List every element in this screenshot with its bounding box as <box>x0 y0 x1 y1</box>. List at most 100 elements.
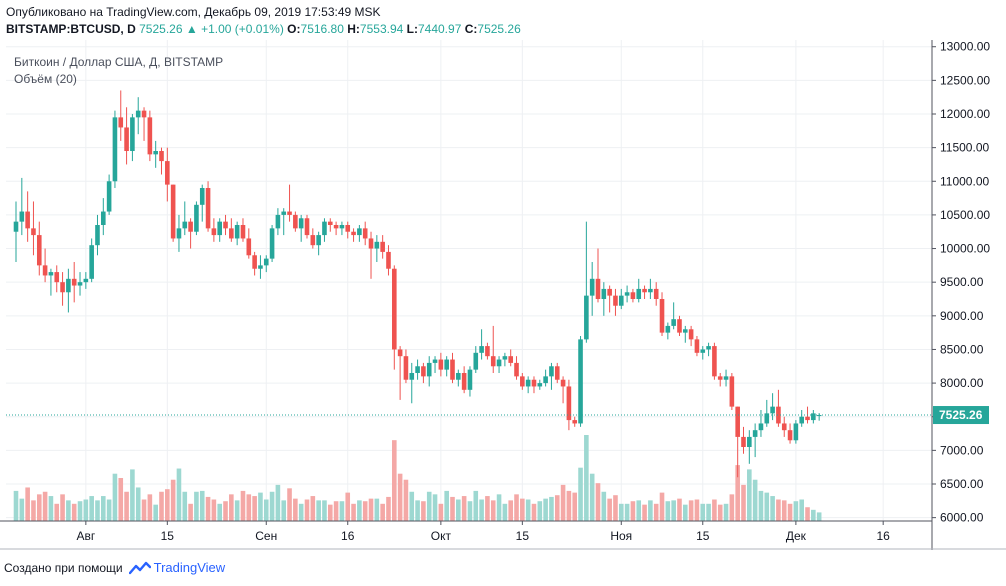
candle-body <box>48 272 54 276</box>
candle-body <box>723 376 729 380</box>
candle-body <box>531 379 537 387</box>
candle-body <box>176 228 182 239</box>
candle-body <box>584 295 589 340</box>
candle-body <box>310 235 316 246</box>
last-price-badge <box>933 406 989 425</box>
candle-body <box>490 356 496 367</box>
candle-body <box>717 376 723 380</box>
volume-bar <box>351 503 356 521</box>
volume-bar <box>566 490 572 521</box>
candle-body <box>671 319 676 326</box>
candle-body <box>130 117 135 151</box>
candle-body <box>118 117 124 128</box>
candle-body <box>595 278 601 299</box>
published-line: Опубликовано на TradingView.com, Декабрь… <box>6 5 381 19</box>
candle-body <box>362 228 368 239</box>
volume-bar <box>781 500 787 521</box>
tradingview-link[interactable]: TradingView <box>128 560 225 575</box>
volume-bar <box>764 492 770 521</box>
volume-bars <box>13 435 822 521</box>
candle-body <box>549 366 554 377</box>
x-tick-label: 15 <box>696 529 710 543</box>
candle-body <box>199 188 205 205</box>
candle-body <box>502 356 508 360</box>
volume-bar <box>525 499 531 521</box>
candle-body <box>793 423 799 441</box>
candle-body <box>613 295 618 306</box>
candle-body <box>112 117 118 182</box>
candle-body <box>653 288 659 299</box>
candle-body <box>141 110 147 118</box>
candle-body <box>95 225 100 246</box>
candle-body <box>665 325 671 333</box>
y-tick-label: 10500.00 <box>940 208 990 222</box>
candle-body <box>322 221 327 236</box>
volume-bar <box>770 496 775 521</box>
candle-body <box>165 161 170 185</box>
volume-bar <box>776 499 781 521</box>
volume-bar <box>642 504 647 521</box>
volume-bar <box>805 507 810 521</box>
candle-body <box>787 430 793 441</box>
volume-bar <box>729 494 735 521</box>
candle-body <box>572 420 578 424</box>
volume-bar <box>333 501 339 521</box>
volume-bar <box>787 503 793 521</box>
volume-bar <box>48 496 54 521</box>
y-tick-label: 7000.00 <box>940 443 984 457</box>
volume-bar <box>234 500 240 521</box>
candle-body <box>467 369 473 390</box>
volume-bar <box>95 500 100 521</box>
candle-body <box>811 413 816 421</box>
volume-bar <box>747 469 752 521</box>
volume-bar <box>188 503 193 521</box>
volume-bar <box>153 504 158 521</box>
x-tick-label: 15 <box>516 529 530 543</box>
volume-bar <box>700 503 706 521</box>
candle-body <box>781 423 787 431</box>
volume-bar <box>36 494 42 521</box>
candle-body <box>211 228 217 236</box>
volume-bar <box>438 503 444 521</box>
volume-bar <box>514 494 519 521</box>
candle-body <box>36 235 42 266</box>
candle-body <box>764 413 770 424</box>
y-tick-label: 9000.00 <box>940 309 984 323</box>
volume-bar <box>374 498 380 521</box>
candle-body <box>473 352 479 370</box>
y-tick-label: 6000.00 <box>940 511 984 525</box>
candle-body <box>258 265 263 269</box>
candle-body <box>694 339 700 353</box>
volume-bar <box>456 499 461 521</box>
candle-body <box>147 117 153 155</box>
volume-legend[interactable]: Объём (20) <box>14 72 77 86</box>
volume-bar <box>339 501 345 521</box>
x-tick-label: Окт <box>431 529 452 543</box>
candle-body <box>339 225 345 229</box>
candle-body <box>246 238 252 256</box>
volume-bar <box>613 495 618 521</box>
high-label: H: <box>347 22 360 36</box>
volume-bar <box>60 494 65 521</box>
volume-bar <box>723 503 729 521</box>
volume-bar <box>77 501 83 521</box>
candle-body <box>624 292 630 296</box>
volume-bar <box>135 487 141 521</box>
footer: Создано при помощи TradingView <box>4 560 225 575</box>
candle-body <box>83 278 89 283</box>
candle-body <box>799 416 804 424</box>
open-value: 7516.80 <box>300 22 344 36</box>
candle-body <box>252 255 257 269</box>
candle-body <box>805 416 810 421</box>
volume-bar <box>19 498 25 521</box>
close-label: C: <box>464 22 478 36</box>
candle-body <box>688 329 694 340</box>
candle-body <box>66 278 71 293</box>
volume-bar <box>554 495 560 521</box>
x-tick-label: 16 <box>341 529 355 543</box>
volume-bar <box>665 501 671 521</box>
candle-body <box>234 225 240 239</box>
candle-body <box>333 225 339 229</box>
volume-bar <box>467 501 473 521</box>
